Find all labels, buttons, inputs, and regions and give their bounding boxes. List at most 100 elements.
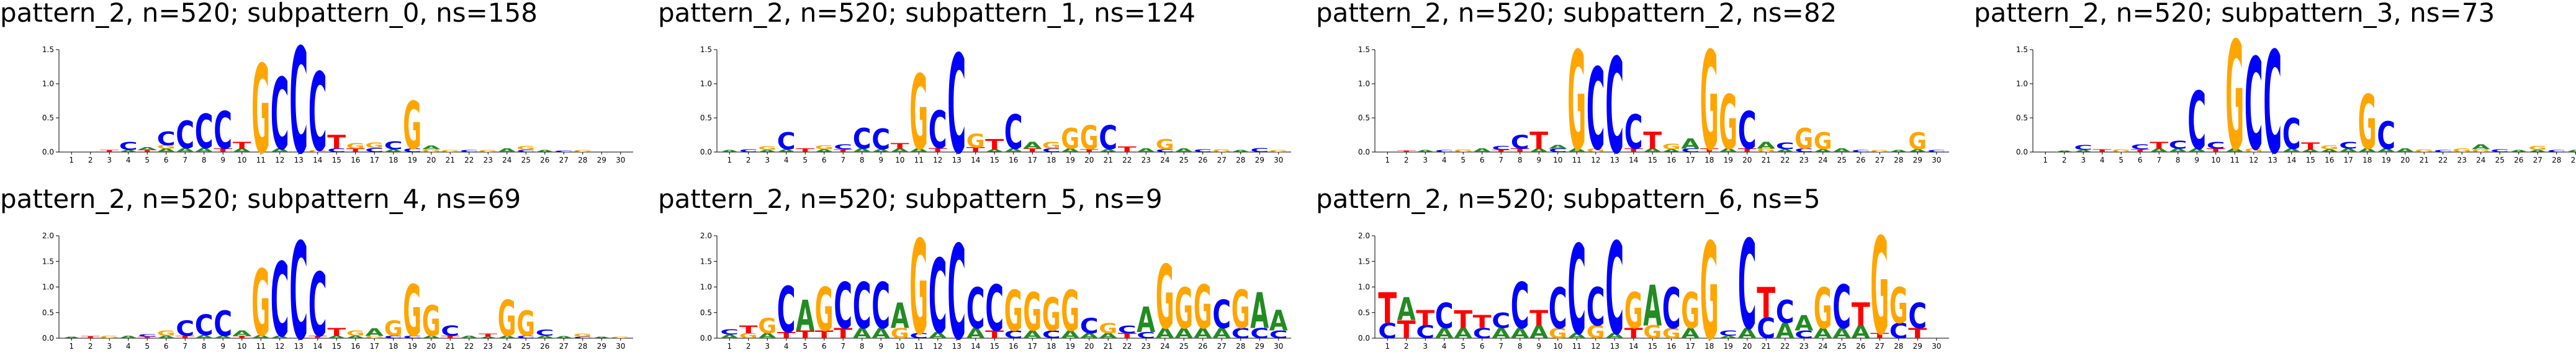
logo-letter-A: A — [119, 150, 138, 153]
x-tick-label: 24 — [2476, 156, 2485, 164]
logo-letter-G: G — [1099, 321, 1117, 337]
logo-letter-C: C — [777, 128, 796, 155]
logo-letter-A: A — [1511, 326, 1530, 342]
logo-letter-A: A — [214, 335, 233, 339]
svg-text:T: T — [891, 141, 909, 150]
svg-text:C: C — [271, 58, 289, 173]
svg-text:G: G — [516, 304, 535, 344]
y-tick-label: 0.5 — [700, 308, 712, 317]
logo-letter-G: G — [1870, 150, 1889, 153]
logo-letter-A: A — [1137, 300, 1155, 341]
logo-letter-C: C — [289, 216, 308, 363]
svg-text:C: C — [574, 336, 592, 339]
logo-letter-C: C — [777, 274, 796, 347]
svg-text:A: A — [1269, 305, 1288, 338]
svg-text:G: G — [1719, 79, 1737, 166]
svg-text:A: A — [796, 292, 814, 341]
x-tick-label: 27 — [559, 342, 569, 351]
svg-text:T: T — [2131, 149, 2150, 153]
svg-text:C: C — [1378, 318, 1397, 343]
y-tick-label: 0.0 — [1358, 148, 1370, 156]
x-tick-label: 4 — [126, 156, 131, 164]
svg-text:A: A — [2358, 148, 2377, 153]
y-tick-label: 1.5 — [700, 45, 712, 54]
svg-text:A: A — [2528, 150, 2547, 153]
svg-text:C: C — [1852, 150, 1870, 153]
svg-text:C: C — [2377, 114, 2395, 158]
svg-text:T: T — [1757, 279, 1775, 328]
svg-text:C: C — [327, 148, 346, 153]
logo-letter-C: C — [441, 323, 459, 339]
svg-text:T: T — [1529, 127, 1548, 154]
x-tick-label: 20 — [426, 156, 436, 164]
svg-text:A: A — [1529, 148, 1549, 153]
logo-letter-G: G — [909, 55, 928, 174]
sequence-logo-chart: 0.00.51.01.52.01 2 3 4 5 6 7 8 9 10 11 12 13 14 15 16 17… — [42, 216, 633, 363]
sequence-logo-chart: 0.00.51.01.52.01 2 3 4 5 6 7 8 9 10 11 12 13 14 15 16 17… — [1358, 210, 1949, 363]
logo-letter-T: T — [739, 323, 758, 336]
panel-title: pattern_2, n=520; subpattern_3, ns=73 — [1974, 0, 2495, 28]
x-tick-label: 1 — [69, 156, 74, 164]
svg-text:C: C — [1250, 325, 1269, 342]
x-tick-label: 29 — [597, 342, 606, 351]
svg-text:A: A — [891, 148, 910, 153]
x-tick-label: 11 — [914, 156, 924, 164]
logo-letter-C: C — [1473, 325, 1492, 342]
x-tick-label: 29 — [2571, 156, 2576, 164]
svg-text:A: A — [1529, 322, 1549, 343]
x-tick-label: 24 — [1160, 342, 1169, 351]
svg-text:G: G — [1889, 277, 1908, 334]
x-tick-label: 20 — [2400, 156, 2410, 164]
logo-letter-A: A — [1776, 318, 1795, 343]
logo-letter-C: C — [1435, 295, 1454, 337]
svg-text:G: G — [441, 150, 459, 153]
svg-text:G: G — [1232, 280, 1250, 341]
svg-text:T: T — [441, 335, 460, 339]
logo-letter-A: A — [2528, 150, 2547, 153]
svg-text:C: C — [777, 274, 796, 347]
svg-text:A: A — [2339, 148, 2358, 153]
logo-letter-T: T — [176, 335, 195, 339]
logo-letter-T: T — [214, 148, 233, 153]
panel-title: pattern_2, n=520; subpattern_1, ns=124 — [658, 0, 1196, 28]
x-tick-label: 14 — [1629, 156, 1638, 164]
x-tick-label: 9 — [220, 342, 225, 351]
svg-text:C: C — [176, 316, 194, 341]
y-tick-label: 1.0 — [700, 283, 712, 292]
svg-text:C: C — [1681, 148, 1700, 153]
svg-text:G: G — [2415, 149, 2433, 153]
logo-letter-G: G — [2452, 148, 2471, 153]
svg-text:C: C — [966, 276, 985, 342]
logo-letter-T: T — [1529, 307, 1548, 331]
logo-letter-T: T — [441, 335, 460, 339]
svg-text:T: T — [138, 336, 157, 339]
panel-title: pattern_2, n=520; subpattern_6, ns=5 — [1316, 184, 1821, 214]
svg-text:G: G — [251, 252, 270, 357]
svg-text:A: A — [2074, 150, 2093, 153]
svg-text:A: A — [1061, 329, 1079, 341]
x-tick-label: 4 — [2100, 156, 2105, 164]
svg-text:G: G — [1700, 23, 1719, 181]
logo-letter-C: C — [176, 316, 194, 341]
svg-text:A: A — [1605, 332, 1624, 340]
x-tick-label: 2 — [1404, 342, 1409, 351]
svg-text:C: C — [853, 270, 871, 343]
svg-text:A: A — [271, 335, 290, 339]
y-tick-label: 1.0 — [700, 79, 712, 88]
svg-text:G: G — [2225, 10, 2244, 184]
svg-text:A: A — [327, 335, 346, 339]
svg-text:C: C — [1080, 313, 1099, 338]
logo-letter-G: G — [403, 88, 421, 164]
svg-text:A: A — [1023, 329, 1042, 341]
y-tick-label: 0.0 — [42, 334, 54, 343]
logo-letter-C: C — [2245, 32, 2263, 179]
svg-text:T: T — [1473, 311, 1492, 332]
svg-text:A: A — [1776, 318, 1795, 343]
logo-letter-A: A — [1416, 150, 1435, 153]
logo-letter-G: G — [2472, 149, 2490, 153]
x-tick-label: 24 — [1818, 156, 1827, 164]
svg-text:G: G — [1042, 288, 1061, 341]
svg-text:A: A — [1643, 148, 1662, 153]
x-tick-label: 17 — [2344, 156, 2353, 164]
svg-text:G: G — [1814, 277, 1832, 342]
